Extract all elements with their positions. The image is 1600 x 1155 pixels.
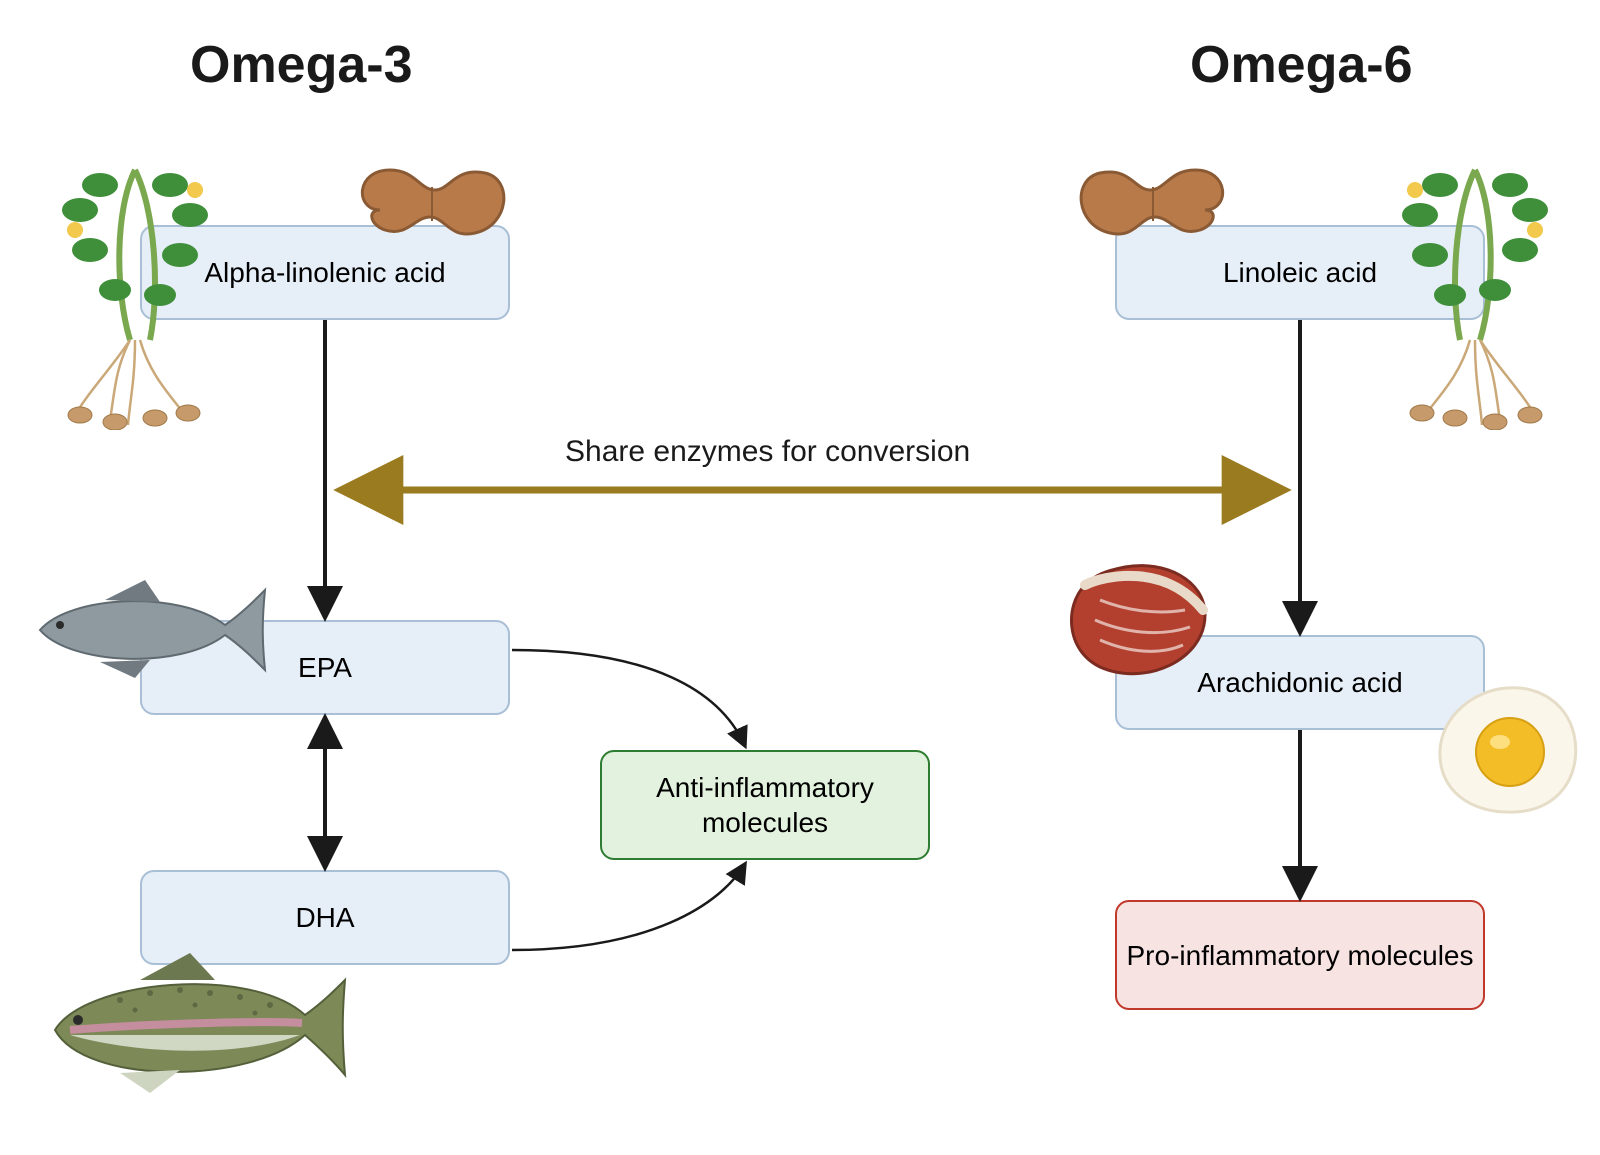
share-enzymes-label: Share enzymes for conversion <box>565 435 970 469</box>
node-pro-label: Pro-inflammatory molecules <box>1127 938 1474 973</box>
meat-icon <box>1055 555 1215 685</box>
peanut-icon <box>345 155 515 255</box>
peanut-icon <box>1070 155 1240 255</box>
node-la-label: Linoleic acid <box>1223 255 1377 290</box>
node-anti-label: Anti-inflammatory molecules <box>602 770 928 840</box>
node-aa-label: Arachidonic acid <box>1197 665 1402 700</box>
edge-epa-anti <box>512 650 745 746</box>
node-anti: Anti-inflammatory molecules <box>600 750 930 860</box>
peanut-plant-icon <box>1360 130 1590 430</box>
egg-icon <box>1430 680 1585 820</box>
node-epa-label: EPA <box>298 650 352 685</box>
node-dha-label: DHA <box>295 900 354 935</box>
edge-dha-anti <box>512 864 745 950</box>
heading-omega3: Omega-3 <box>190 35 413 95</box>
salmon-icon <box>10 570 270 690</box>
node-pro: Pro-inflammatory molecules <box>1115 900 1485 1010</box>
peanut-plant-icon <box>20 130 250 430</box>
trout-icon <box>30 935 350 1105</box>
heading-omega6: Omega-6 <box>1190 35 1413 95</box>
